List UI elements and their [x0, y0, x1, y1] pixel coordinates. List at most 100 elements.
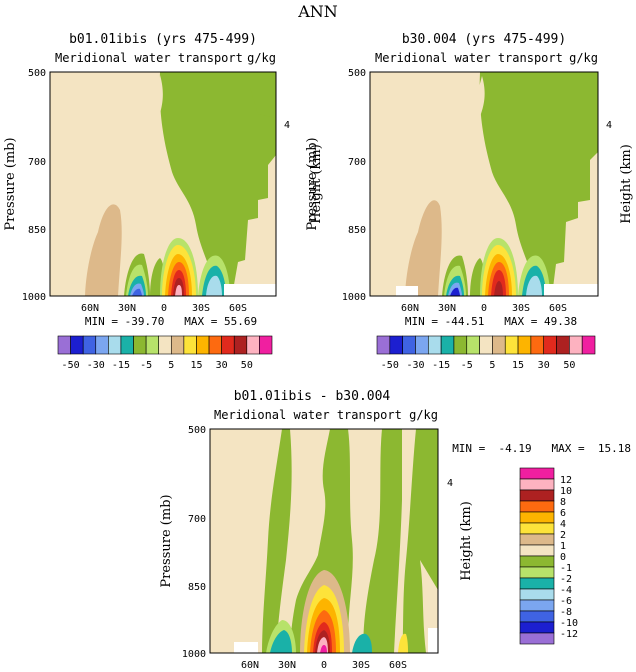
colorbar-diff-swatch	[519, 632, 555, 645]
panel-b-title: b30.004 (yrs 475-499)	[402, 32, 566, 47]
colorbar-b-swatch	[453, 335, 468, 355]
colorbar-diff-swatch	[519, 522, 555, 535]
panel-b-ylabel: Pressure (mb)	[305, 137, 320, 230]
colorbar-b-swatch	[543, 335, 557, 355]
panel-c-cream-east	[348, 429, 382, 653]
panel-b-north-darkblue	[450, 287, 460, 296]
colorbar-b-swatch	[466, 335, 480, 355]
panel-a-right-tick: 4	[284, 120, 290, 131]
panel-b-terrain-mask-north	[396, 286, 418, 296]
panel-b-ylabel-right: Height (km)	[619, 144, 634, 224]
colorbar-diff-swatch	[519, 467, 555, 480]
panel-a-xtick: 60N	[81, 303, 99, 314]
panel-b-ytick: 1000	[342, 292, 366, 303]
colorbar-b-swatch	[492, 335, 506, 355]
colorbar-b-label: 5	[489, 360, 495, 371]
panel-c-xtick: 30N	[278, 660, 296, 671]
panel-c-xtick: 30S	[352, 660, 370, 671]
colorbar-a-swatch	[233, 335, 248, 355]
page-title: ANN	[297, 2, 338, 21]
colorbar-b-label: 50	[563, 360, 575, 371]
panel-a-frame	[49, 71, 277, 297]
colorbar-a-swatch	[120, 335, 134, 355]
panel-a-ylabel-right: Height (km)	[309, 144, 324, 224]
colorbar-b-swatch	[479, 335, 493, 355]
panel-a-south-cyan	[206, 275, 222, 296]
panel-c-terrain-mask-north	[234, 642, 258, 653]
colorbar-a-swatch	[145, 335, 160, 355]
colorbar-diff-label: -8	[560, 607, 572, 618]
colorbar-diff-swatch	[519, 577, 555, 590]
panel-b-tan-north	[405, 200, 442, 296]
panel-a-xtick: 30S	[192, 303, 210, 314]
colorbar-b-label: -15	[432, 360, 450, 371]
panel-c-stats: MIN = -4.19 MAX = 15.18	[452, 442, 631, 455]
colorbar-diff-label: 12	[560, 475, 572, 486]
colorbar-a-swatch	[70, 335, 84, 355]
colorbar-a-label: 30	[216, 360, 228, 371]
panel-c-ytick: 850	[188, 582, 206, 593]
panel-c-title: b01.01ibis - b30.004	[234, 389, 391, 404]
colorbar-a-swatch	[108, 335, 122, 355]
panel-c-ylabel: Pressure (mb)	[159, 494, 174, 587]
colorbar-diff-swatch	[519, 588, 555, 601]
panel-a-ytick: 850	[28, 225, 46, 236]
colorbar-a-swatch	[183, 335, 197, 355]
panel-c-ylabel-right: Height (km)	[459, 501, 474, 581]
panel-c-ytick: 1000	[182, 649, 206, 660]
colorbar-a-label: -30	[87, 360, 105, 371]
colorbar-b-swatch	[581, 335, 596, 355]
panel-b-xtick: 0	[481, 303, 487, 314]
panel-c-subtitle: Meridional water transport	[214, 408, 402, 422]
colorbar-diff-swatch	[519, 511, 555, 524]
colorbar-b-label: -50	[381, 360, 399, 371]
colorbar-a-swatch	[221, 335, 235, 355]
panel-c-ytick: 500	[188, 425, 206, 436]
colorbar-a-swatch	[95, 335, 109, 355]
panel-c-xtick: 60N	[241, 660, 259, 671]
colorbar-a-label: 50	[241, 360, 253, 371]
panel-b-units: g/kg	[569, 51, 598, 65]
panel-a-cream-tongue	[148, 75, 176, 230]
panel-a-xtick: 60S	[229, 303, 247, 314]
panel-a-ytick: 1000	[22, 292, 46, 303]
colorbar-diff-label: 1	[560, 541, 566, 552]
panel-c-units: g/kg	[409, 408, 438, 422]
panel-b-xtick: 60S	[549, 303, 567, 314]
colorbar-a-label: 15	[190, 360, 202, 371]
panel-b-ytick: 500	[348, 68, 366, 79]
panel-a-upper-green	[250, 88, 276, 118]
colorbar-diff-label: -6	[560, 596, 572, 607]
panel-b-cream-tongue	[468, 76, 496, 230]
colorbar-b-swatch	[402, 335, 416, 355]
colorbar-b-swatch	[517, 335, 532, 355]
colorbar-b-swatch	[415, 335, 429, 355]
panel-a-ytick: 500	[28, 68, 46, 79]
colorbar-b-swatch	[427, 335, 442, 355]
panel-b-ytick: 700	[348, 157, 366, 168]
colorbar-diff-label: -12	[560, 629, 578, 640]
colorbar-a-label: 5	[168, 360, 174, 371]
colorbar-a-swatch	[246, 335, 260, 355]
colorbar-diff-swatch	[519, 478, 555, 491]
panel-c-cream-strip	[394, 429, 416, 653]
panel-b-subtitle: Meridional water transport	[375, 51, 563, 65]
panel-b: b30.004 (yrs 475-499) Meridional water t…	[305, 32, 634, 328]
colorbar-b-swatch	[389, 335, 403, 355]
panel-b-frame	[369, 71, 599, 297]
colorbar-a-swatch	[196, 335, 210, 355]
colorbar-a-swatch	[57, 335, 71, 355]
panel-a-ytick: 700	[28, 157, 46, 168]
colorbar-b-swatch	[569, 335, 583, 355]
panel-c-south-yellow	[398, 633, 408, 653]
colorbar-diff-label: -4	[560, 585, 572, 596]
colorbar-diff-label: -1	[560, 563, 572, 574]
panel-a-core-pink	[175, 285, 182, 296]
panel-b-xtick: 30S	[512, 303, 530, 314]
panel-a-xtick: 30N	[118, 303, 136, 314]
colorbar-diff-swatch	[519, 566, 555, 579]
colorbar-diff-swatch	[519, 621, 555, 634]
panel-c-frame	[209, 428, 439, 654]
panel-c: b01.01ibis - b30.004 Meridional water tr…	[159, 389, 631, 671]
colorbar-a-label: -50	[62, 360, 80, 371]
